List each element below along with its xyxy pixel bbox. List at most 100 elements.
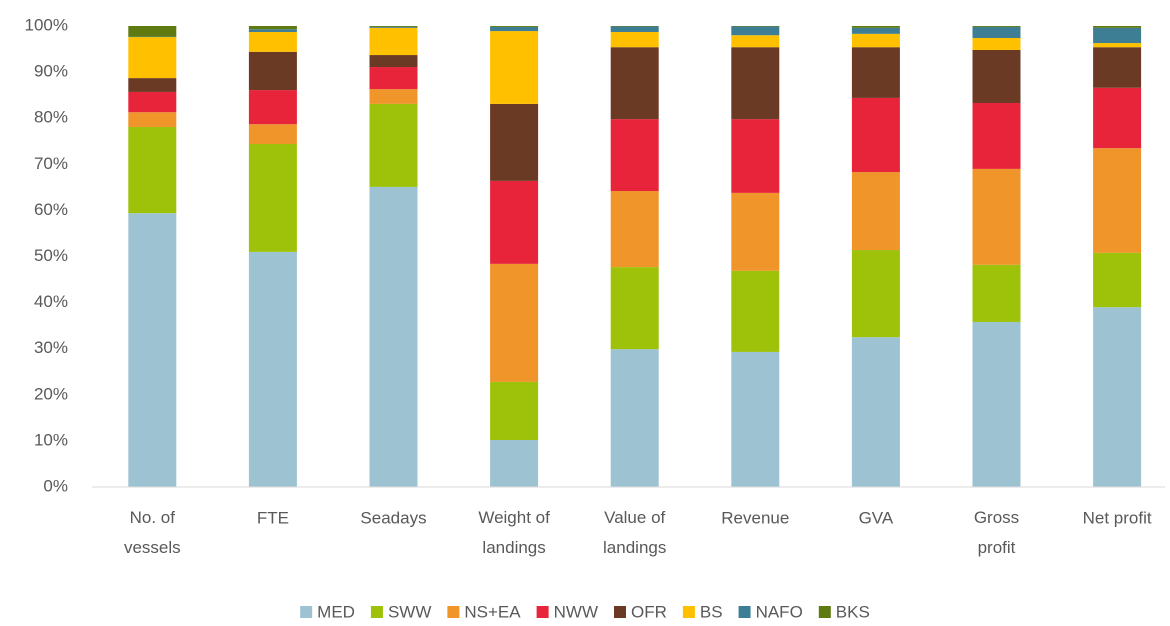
legend-label: NAFO (756, 602, 803, 621)
bar-segment (1093, 47, 1142, 88)
legend-label: OFR (631, 602, 667, 621)
bar-segment (128, 112, 177, 127)
bar-segment (851, 33, 900, 48)
x-tick-label: No. of vessels (124, 508, 181, 557)
bar-segment (248, 90, 297, 125)
legend-label: NWW (554, 602, 598, 621)
y-tick-label: 70% (34, 154, 68, 173)
bar-segment (248, 31, 297, 52)
legend-swatch (447, 606, 460, 618)
bar-segment (369, 55, 418, 68)
bar-segment (369, 89, 418, 104)
bar-segment (490, 263, 539, 382)
bar-segment (490, 26, 539, 32)
bar-segment (1093, 27, 1142, 44)
bar-segment (1093, 43, 1142, 48)
bar-segment (851, 26, 900, 28)
bar-segment (731, 26, 780, 36)
bar-segment (1093, 148, 1142, 253)
bar-segment (128, 91, 177, 113)
legend-swatch (536, 606, 549, 618)
bar-segment (128, 126, 177, 214)
bar-segment (731, 270, 780, 352)
y-tick-label: 0% (43, 476, 68, 495)
bar-segment (490, 26, 539, 27)
legend-label: BS (700, 602, 723, 621)
bar-segment (972, 321, 1021, 487)
bar-segment (731, 192, 780, 271)
x-tick-label: Value of landings (603, 508, 666, 557)
bar-segment (369, 103, 418, 187)
bar-segment (731, 47, 780, 120)
bar-segment (369, 26, 418, 28)
legend-swatch (738, 606, 751, 618)
bar-segment (1093, 87, 1142, 149)
bar-segment (610, 191, 659, 268)
bar-segment (248, 51, 297, 91)
bar-segment (490, 439, 539, 487)
bar-segment (1093, 26, 1142, 28)
bar-segment (369, 186, 418, 487)
bar-segment (490, 103, 539, 181)
bar-segment (851, 47, 900, 98)
bar-segment (1093, 252, 1142, 308)
x-tick-label: Gross profit (974, 508, 1019, 557)
y-tick-label: 20% (34, 384, 68, 403)
x-tick-label: GVA (859, 508, 894, 527)
legend-label: MED (317, 602, 355, 621)
bar-segment (128, 26, 177, 37)
bar-segment (851, 337, 900, 487)
bar-segment (972, 168, 1021, 265)
x-tick-label: Revenue (721, 508, 789, 527)
bar-segment (972, 37, 1021, 50)
bar-segment (248, 124, 297, 145)
bar-segment (369, 26, 418, 27)
x-tick-label: Seadays (360, 508, 426, 527)
bar-segment (610, 349, 659, 487)
bar-segment (128, 78, 177, 92)
bar-segment (731, 35, 780, 48)
bar-segment (610, 267, 659, 350)
bar-segment (731, 119, 780, 193)
bar-segment (369, 27, 418, 56)
bar-segment (248, 26, 297, 30)
bar-segment (128, 37, 177, 79)
bar-segment (972, 264, 1021, 322)
legend-swatch (613, 606, 626, 618)
legend-swatch (370, 606, 383, 618)
bar-segment (610, 119, 659, 192)
bar-segment (610, 26, 659, 32)
legend-label: SWW (388, 602, 431, 621)
x-tick-label: FTE (257, 508, 289, 527)
bar-segment (972, 102, 1021, 169)
bar-segment (851, 250, 900, 338)
bar-segment (610, 31, 659, 48)
bar-segment (490, 381, 539, 440)
bar-segment (851, 27, 900, 34)
y-tick-label: 10% (34, 430, 68, 449)
y-tick-label: 50% (34, 246, 68, 265)
y-tick-label: 90% (34, 62, 68, 81)
legend-swatch (682, 606, 695, 618)
bar-segment (248, 251, 297, 487)
bar-segment (851, 172, 900, 251)
bar-segment (851, 97, 900, 173)
legend-swatch (300, 606, 313, 618)
legend-label: BKS (836, 602, 870, 621)
x-tick-label: Net profit (1083, 508, 1152, 527)
bar-segment (369, 67, 418, 90)
legend: MED SWW NS+EA NWW OFR BS NAFO BKS (300, 602, 870, 621)
y-tick-label: 80% (34, 108, 68, 127)
legend-swatch (818, 606, 831, 618)
x-tick-label: Weight of landings (478, 508, 550, 557)
bar-segment (490, 180, 539, 264)
y-tick-label: 60% (34, 200, 68, 219)
legend-label: NS+EA (464, 602, 521, 621)
y-tick-label: 40% (34, 292, 68, 311)
bar-segment (972, 49, 1021, 103)
bar-segment (610, 47, 659, 120)
bar-segment (1093, 307, 1142, 487)
bar-segment (731, 351, 780, 487)
bar-segment (248, 29, 297, 32)
